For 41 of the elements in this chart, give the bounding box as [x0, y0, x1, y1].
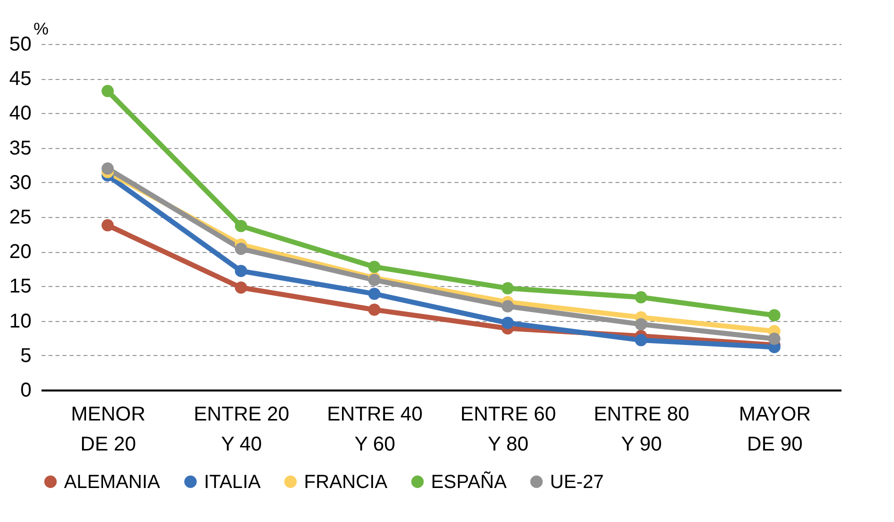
point — [502, 316, 514, 329]
legend-label: ITALIA — [204, 472, 261, 493]
point — [234, 281, 248, 294]
point — [368, 288, 380, 300]
x-tick-label: ENTRE 80 Y 90 — [594, 404, 690, 456]
point — [634, 318, 648, 330]
legend-label: FRANCIA — [304, 472, 388, 493]
legend-label: ESPAÑA — [431, 470, 507, 493]
y-tick-label: 15 — [9, 276, 32, 298]
point — [102, 162, 114, 175]
y-axis-title: % — [34, 20, 49, 38]
point — [634, 291, 648, 304]
y-tick-label: 0 — [20, 380, 32, 402]
y-tick-label: 10 — [9, 310, 32, 332]
y-tick-label: 40 — [9, 102, 32, 125]
point — [234, 220, 248, 232]
point — [368, 260, 380, 273]
legend-label: ALEMANIA — [64, 472, 160, 493]
x-tick-label: ENTRE 20 Y 40 — [194, 404, 290, 456]
y-tick-label: 50 — [9, 34, 32, 56]
point — [102, 84, 114, 98]
y-tick-label: 25 — [9, 206, 32, 228]
x-tick-label: ENTRE 60 Y 80 — [460, 404, 556, 456]
point — [634, 334, 648, 346]
point — [368, 304, 380, 316]
legend-label: UE-27 — [550, 472, 604, 493]
point — [502, 282, 514, 294]
point — [502, 300, 514, 312]
point — [234, 264, 248, 278]
point — [102, 219, 114, 232]
point — [768, 332, 780, 345]
y-tick-label: 45 — [9, 68, 32, 90]
point — [768, 309, 780, 322]
y-tick-label: 30 — [9, 172, 32, 194]
x-tick-label: ENTRE 40 Y 60 — [327, 404, 423, 456]
x-tick-label: MAYOR DE 90 — [738, 404, 811, 456]
x-tick-label: MENOR DE 20 — [70, 404, 146, 456]
y-tick-label: 35 — [9, 137, 32, 160]
y-tick-label: 5 — [20, 344, 32, 367]
point — [234, 242, 248, 255]
y-tick-label: 20 — [9, 241, 32, 264]
